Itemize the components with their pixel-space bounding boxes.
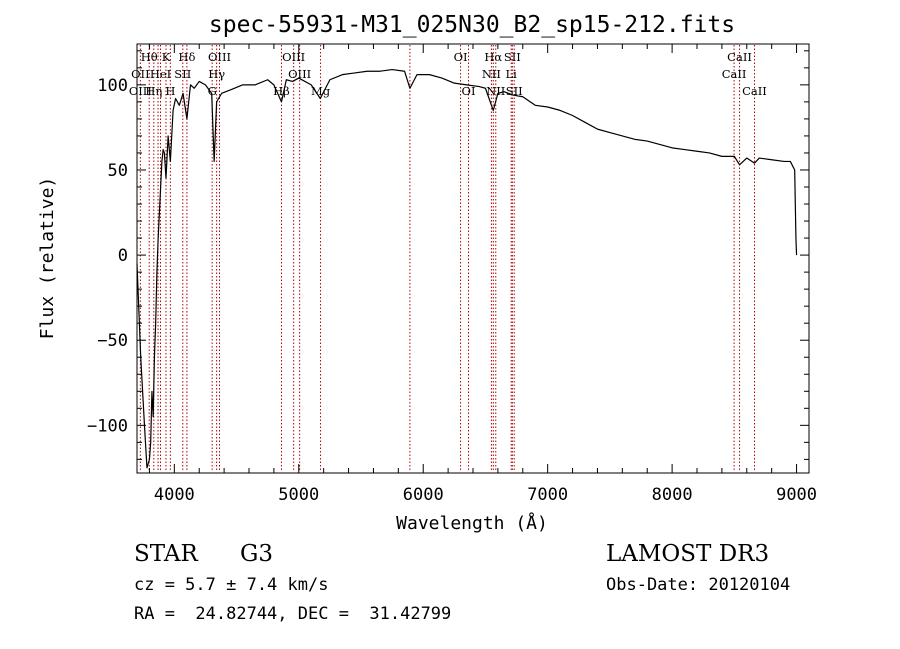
line-label-nii: NII (482, 67, 501, 81)
object-subclass: G3 (240, 541, 273, 567)
x-tick-label: 5000 (278, 485, 319, 505)
line-label-g: G (208, 84, 217, 98)
line-label-sii: SII (504, 50, 521, 64)
redshift-velocity: cz = 5.7 ± 7.4 km/s (134, 575, 328, 595)
line-label-caii: CaII (742, 84, 767, 98)
line-label-oiii: OIII (282, 50, 305, 64)
x-tick-label: 9000 (776, 485, 817, 505)
y-tick-label: 50 (108, 161, 128, 181)
coordinates: RA = 24.82744, DEC = 31.42799 (134, 604, 451, 624)
plot-frame (136, 43, 810, 474)
y-tick-label: −50 (97, 331, 128, 351)
line-label-hη: Hη (145, 84, 162, 98)
x-tick-label: 8000 (652, 485, 693, 505)
line-label-oi: OI (462, 84, 476, 98)
line-label-k: K (162, 50, 171, 64)
line-label-mg: Mg (311, 84, 331, 98)
flux-series-line (136, 68, 798, 469)
y-tick-label: 100 (97, 76, 128, 96)
y-axis: 100 50 0 −50 −100 (87, 50, 809, 460)
x-axis-label: Wavelength (Å) (396, 512, 548, 534)
y-tick-label: −100 (87, 416, 128, 436)
line-label-caii: CaII (727, 50, 752, 64)
y-axis-label: Flux (relative) (37, 177, 58, 340)
line-label-h: H (165, 84, 175, 98)
x-tick-label: 7000 (527, 485, 568, 505)
y-tick-label: 0 (118, 246, 128, 266)
x-axis: 4000 5000 6000 7000 8000 9000 (148, 44, 817, 505)
line-label-hθ: Hθ (141, 50, 158, 64)
line-label-oiii: OIII (208, 50, 231, 64)
line-label-hei: HeI (150, 67, 171, 81)
x-tick-label: 4000 (154, 485, 195, 505)
line-label-oiii: OIII (129, 84, 152, 98)
chart-title: spec-55931-M31_025N30_B2_sp15-212.fits (209, 12, 735, 38)
line-label-hβ: Hβ (273, 84, 290, 98)
line-label-hα: Hα (484, 50, 502, 64)
spectral-line-markers (139, 45, 755, 472)
line-label-oiii: OIII (288, 67, 311, 81)
line-label-li: Li (506, 67, 518, 81)
line-label-hγ: Hγ (208, 67, 225, 81)
observation-date: Obs-Date: 20120104 (606, 575, 790, 595)
line-label-caii: CaII (722, 67, 747, 81)
survey-name: LAMOST DR3 (606, 541, 769, 567)
line-label-nii: NII (486, 84, 505, 98)
line-label-sii: SII (174, 67, 191, 81)
line-label-hδ: Hδ (178, 50, 195, 64)
line-label-oi: OI (454, 50, 468, 64)
line-label-oii: OII (131, 67, 150, 81)
x-tick-label: 6000 (403, 485, 444, 505)
object-class: STAR (134, 541, 198, 567)
